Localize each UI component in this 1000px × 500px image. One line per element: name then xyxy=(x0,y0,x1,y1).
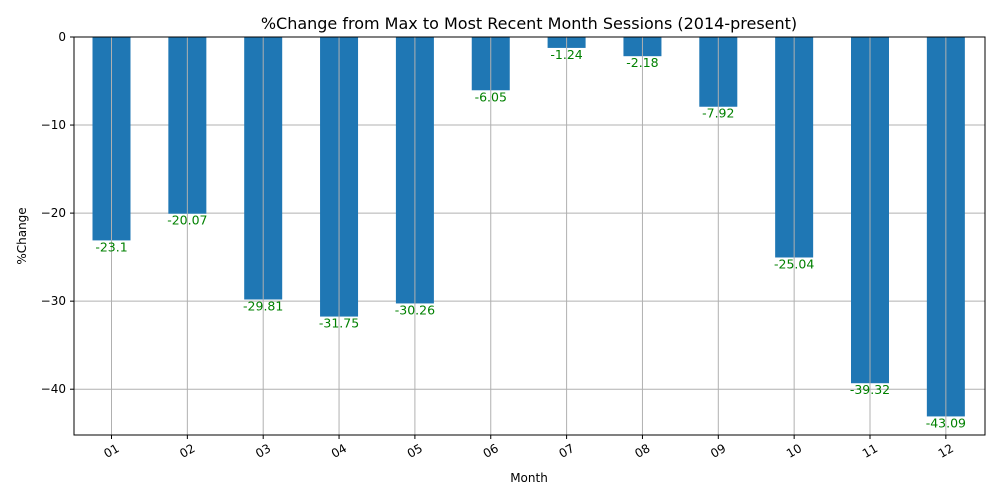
x-tick-label: 11 xyxy=(860,441,880,461)
x-tick-label: 02 xyxy=(177,441,197,461)
bars xyxy=(92,37,965,417)
y-tick-label: −30 xyxy=(41,294,66,308)
y-axis-label: %Change xyxy=(15,207,29,264)
y-tick-label: −10 xyxy=(41,118,66,132)
x-tick-label: 07 xyxy=(556,441,576,461)
x-tick-label: 09 xyxy=(708,441,728,461)
data-label-06: -6.05 xyxy=(475,89,507,104)
data-label-02: -20.07 xyxy=(167,213,207,228)
data-label-07: -1.24 xyxy=(550,47,582,62)
data-label-03: -29.81 xyxy=(243,298,283,313)
x-axis-label: Month xyxy=(510,471,548,485)
plot-frame xyxy=(73,36,986,436)
x-tick-label: 05 xyxy=(405,441,425,461)
data-label-10: -25.04 xyxy=(774,256,814,271)
data-label-05: -30.26 xyxy=(395,302,435,317)
x-tick-label: 01 xyxy=(101,441,121,461)
axis-ticks: 0 −10 −20 −30 −40 01 02 03 04 05 06 07 08 09 10 11 12 xyxy=(41,30,956,461)
grid-lines xyxy=(74,36,985,390)
x-tick-label: 06 xyxy=(481,441,501,461)
data-labels: -23.1 -20.07 -29.81 -31.75 -30.26 -6.05 -1.24 -… xyxy=(95,37,966,435)
data-label-01: -23.1 xyxy=(95,239,127,254)
y-tick-label: −20 xyxy=(41,206,66,220)
x-tick-label: 03 xyxy=(253,441,273,461)
data-label-08: -2.18 xyxy=(626,55,658,70)
data-label-09: -7.92 xyxy=(702,106,734,121)
y-tick-label: 0 xyxy=(58,30,66,44)
data-label-04: -31.75 xyxy=(319,316,359,331)
y-tick-label: −40 xyxy=(41,382,66,396)
chart-title: %Change from Max to Most Recent Month Se… xyxy=(261,14,797,33)
data-label-11: -39.32 xyxy=(850,382,890,397)
x-tick-label: 10 xyxy=(784,441,804,461)
x-tick-label: 08 xyxy=(632,441,652,461)
x-tick-label: 12 xyxy=(936,441,956,461)
data-label-12: -43.09 xyxy=(926,415,966,430)
x-tick-label: 04 xyxy=(329,441,349,461)
